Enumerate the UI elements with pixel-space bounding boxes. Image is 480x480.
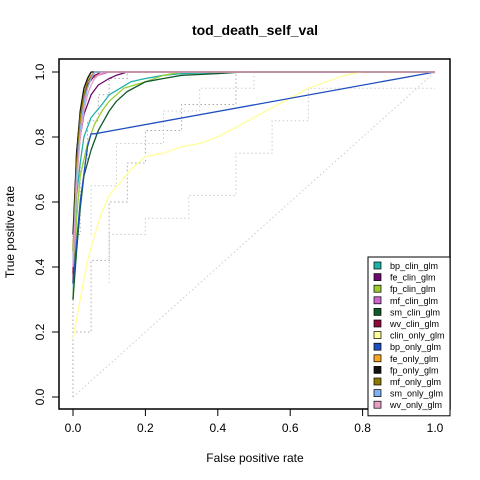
legend-swatch <box>373 319 382 328</box>
legend-swatch <box>373 354 382 363</box>
x-tick-label: 0.6 <box>282 421 299 435</box>
reference-diagonal <box>72 71 436 398</box>
legend-swatch <box>373 261 382 270</box>
legend-label: bp_clin_glm <box>390 261 438 271</box>
chart-title: tod_death_self_val <box>192 22 318 38</box>
series-line-bp-clin-glm <box>72 71 435 300</box>
y-tick-label: 1.0 <box>33 63 47 80</box>
legend-swatch <box>373 377 382 386</box>
legend-label: fp_only_glm <box>390 365 439 375</box>
confidence-band-1 <box>72 71 435 397</box>
legend-label: fe_only_glm <box>390 354 439 364</box>
series-line-fe-only-glm <box>72 71 435 251</box>
legend-swatch <box>373 366 382 374</box>
legend-box <box>367 256 451 417</box>
y-tick-label: 0.6 <box>33 193 47 210</box>
legend-label: clin_only_glm <box>390 331 445 341</box>
legend-label: sm_clin_glm <box>390 307 440 317</box>
legend-label: fe_clin_glm <box>390 273 436 283</box>
legend-swatch <box>373 284 382 293</box>
legend-label: mf_clin_glm <box>390 296 438 306</box>
legend-swatch <box>373 296 382 305</box>
confidence-band-2 <box>72 71 435 397</box>
legend-swatch <box>373 389 382 397</box>
series-line-sm-only-glm <box>72 71 435 261</box>
x-tick-label: 0.2 <box>137 421 154 435</box>
series-line-fp-clin-glm <box>72 71 435 300</box>
plot-frame <box>58 58 451 410</box>
legend-label: fp_clin_glm <box>390 284 436 294</box>
legend-swatch <box>373 273 382 281</box>
series-line-bp-only-glm <box>72 71 436 284</box>
series-line-fe-clin-glm <box>72 71 435 284</box>
y-tick-label: 0.0 <box>33 388 47 405</box>
legend-label: wv_only_glm <box>389 400 442 410</box>
series-line-mf-only-glm <box>72 71 435 251</box>
legend-swatch <box>373 331 382 339</box>
x-axis: 0.0 0.2 0.4 0.6 0.8 1.0 <box>65 409 444 435</box>
series-line-wv-clin-glm <box>72 71 435 274</box>
legend-label: sm_only_glm <box>390 389 443 399</box>
legend-swatch <box>373 400 382 409</box>
legend-swatch <box>373 342 382 351</box>
x-tick-label: 1.0 <box>427 421 444 435</box>
x-tick-label: 0.0 <box>65 421 82 435</box>
x-axis-label: False positive rate <box>206 451 304 465</box>
y-tick-label: 0.4 <box>33 258 47 275</box>
legend-label: bp_only_glm <box>390 342 441 352</box>
series-line-clin-only-glm <box>72 71 435 339</box>
y-axis: 0.0 0.2 0.4 0.6 0.8 1.0 <box>33 63 59 405</box>
series-line-mf-clin-glm <box>72 71 435 268</box>
legend-label: mf_only_glm <box>390 377 441 387</box>
plot-area <box>72 71 436 398</box>
confidence-band-4 <box>90 72 255 235</box>
y-tick-label: 0.8 <box>33 128 47 145</box>
series-line-wv-only-glm <box>72 71 435 268</box>
legend-label: wv_clin_glm <box>389 319 439 329</box>
x-tick-label: 0.4 <box>209 421 226 435</box>
legend-swatch <box>373 308 382 316</box>
y-axis-label: True positive rate <box>3 186 17 279</box>
y-tick-label: 0.2 <box>33 323 47 340</box>
series-line-sm-clin-glm <box>72 71 435 300</box>
series-line-fp-only-glm <box>72 71 435 235</box>
confidence-band-3 <box>108 87 435 284</box>
x-tick-label: 0.8 <box>354 421 371 435</box>
